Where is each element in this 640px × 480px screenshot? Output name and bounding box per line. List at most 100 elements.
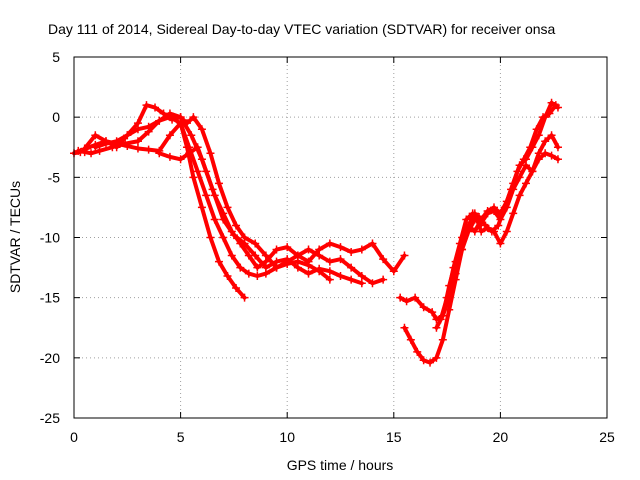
data-point-marker [144, 145, 153, 154]
x-tick-label: 20 [493, 429, 509, 445]
data-point-marker [197, 203, 206, 212]
data-series-9 [436, 101, 560, 324]
data-point-marker [101, 139, 110, 148]
data-point-marker [419, 356, 428, 365]
x-tick-label: 25 [599, 429, 615, 445]
data-point-marker [413, 347, 422, 356]
data-point-marker [95, 146, 104, 155]
data-point-marker [432, 323, 441, 332]
data-point-marker [462, 215, 471, 224]
data-point-marker [336, 243, 345, 252]
data-point-marker [165, 131, 174, 140]
data-point-marker [232, 284, 241, 293]
y-tick-label: 5 [52, 49, 60, 65]
plot-frame [73, 56, 608, 419]
data-point-marker [210, 215, 219, 224]
data-point-marker [470, 227, 479, 236]
data-point-marker [133, 125, 142, 134]
data-point-marker [325, 275, 334, 284]
data-point-marker [202, 167, 211, 176]
data-series-7 [400, 131, 562, 367]
data-point-marker [123, 131, 132, 140]
data-point-marker [468, 209, 477, 218]
data-point-marker [253, 272, 262, 281]
data-point-marker [553, 155, 562, 164]
data-point-marker [214, 179, 223, 188]
y-tick-label: -5 [48, 169, 61, 185]
data-point-marker [428, 308, 437, 317]
data-point-marker [189, 113, 198, 122]
data-point-marker [475, 213, 484, 222]
series-trace [398, 151, 560, 322]
y-tick-label: -20 [40, 350, 60, 366]
data-point-marker [519, 155, 528, 164]
data-point-marker [272, 263, 281, 272]
data-point-marker [80, 144, 89, 153]
data-point-marker [272, 245, 281, 254]
data-point-marker [526, 143, 535, 152]
data-point-marker [133, 137, 142, 146]
data-point-marker [206, 149, 215, 158]
x-tick-label: 15 [386, 429, 402, 445]
data-point-marker [534, 149, 543, 158]
data-point-marker [502, 227, 511, 236]
data-point-marker [236, 239, 245, 248]
data-point-marker [304, 245, 313, 254]
data-point-marker [227, 227, 236, 236]
data-point-marker [547, 98, 556, 107]
data-point-marker [357, 272, 366, 281]
data-point-marker [490, 203, 499, 212]
data-point-marker [515, 191, 524, 200]
data-point-marker [379, 275, 388, 284]
data-point-marker [438, 335, 447, 344]
data-point-marker [545, 109, 554, 118]
data-point-marker [402, 297, 411, 306]
data-point-marker [202, 191, 211, 200]
data-point-marker [223, 272, 232, 281]
series-trace [402, 133, 560, 365]
data-point-marker [426, 358, 435, 367]
data-point-marker [253, 263, 262, 272]
data-point-marker [304, 269, 313, 278]
data-point-marker [445, 305, 454, 314]
data-point-marker [411, 293, 420, 302]
data-point-marker [240, 293, 249, 302]
data-point-marker [251, 239, 260, 248]
data-point-marker [236, 263, 245, 272]
data-point-marker [507, 185, 516, 194]
data-point-marker [206, 233, 215, 242]
data-point-marker [513, 167, 522, 176]
data-point-marker [336, 255, 345, 264]
x-tick-label: 5 [177, 429, 185, 445]
data-point-marker [293, 263, 302, 272]
data-point-marker [283, 243, 292, 252]
data-point-marker [176, 113, 185, 122]
data-point-marker [541, 137, 550, 146]
data-point-marker [91, 131, 100, 140]
data-point-marker [528, 167, 537, 176]
data-point-marker [432, 353, 441, 362]
data-point-marker [487, 227, 496, 236]
data-point-marker [214, 257, 223, 266]
data-point-marker [176, 155, 185, 164]
data-point-marker [155, 149, 164, 158]
data-point-marker [219, 209, 228, 218]
data-series-4 [91, 109, 388, 288]
data-point-marker [336, 272, 345, 281]
data-point-marker [494, 221, 503, 230]
data-point-marker [436, 315, 445, 324]
data-point-marker [347, 247, 356, 256]
data-point-marker [185, 149, 194, 158]
y-tick-label: 0 [52, 109, 60, 125]
data-point-marker [283, 257, 292, 266]
data-point-marker [483, 207, 492, 216]
data-point-marker [189, 173, 198, 182]
tick-layer: 0 5 10 15 20 25 5 0 -5 -10 -15 -20 -25 [40, 49, 615, 445]
data-point-marker [509, 209, 518, 218]
data-point-marker [74, 146, 83, 155]
data-point-marker [368, 239, 377, 248]
data-point-marker [165, 152, 174, 161]
data-point-marker [347, 263, 356, 272]
data-series-6 [396, 149, 562, 324]
